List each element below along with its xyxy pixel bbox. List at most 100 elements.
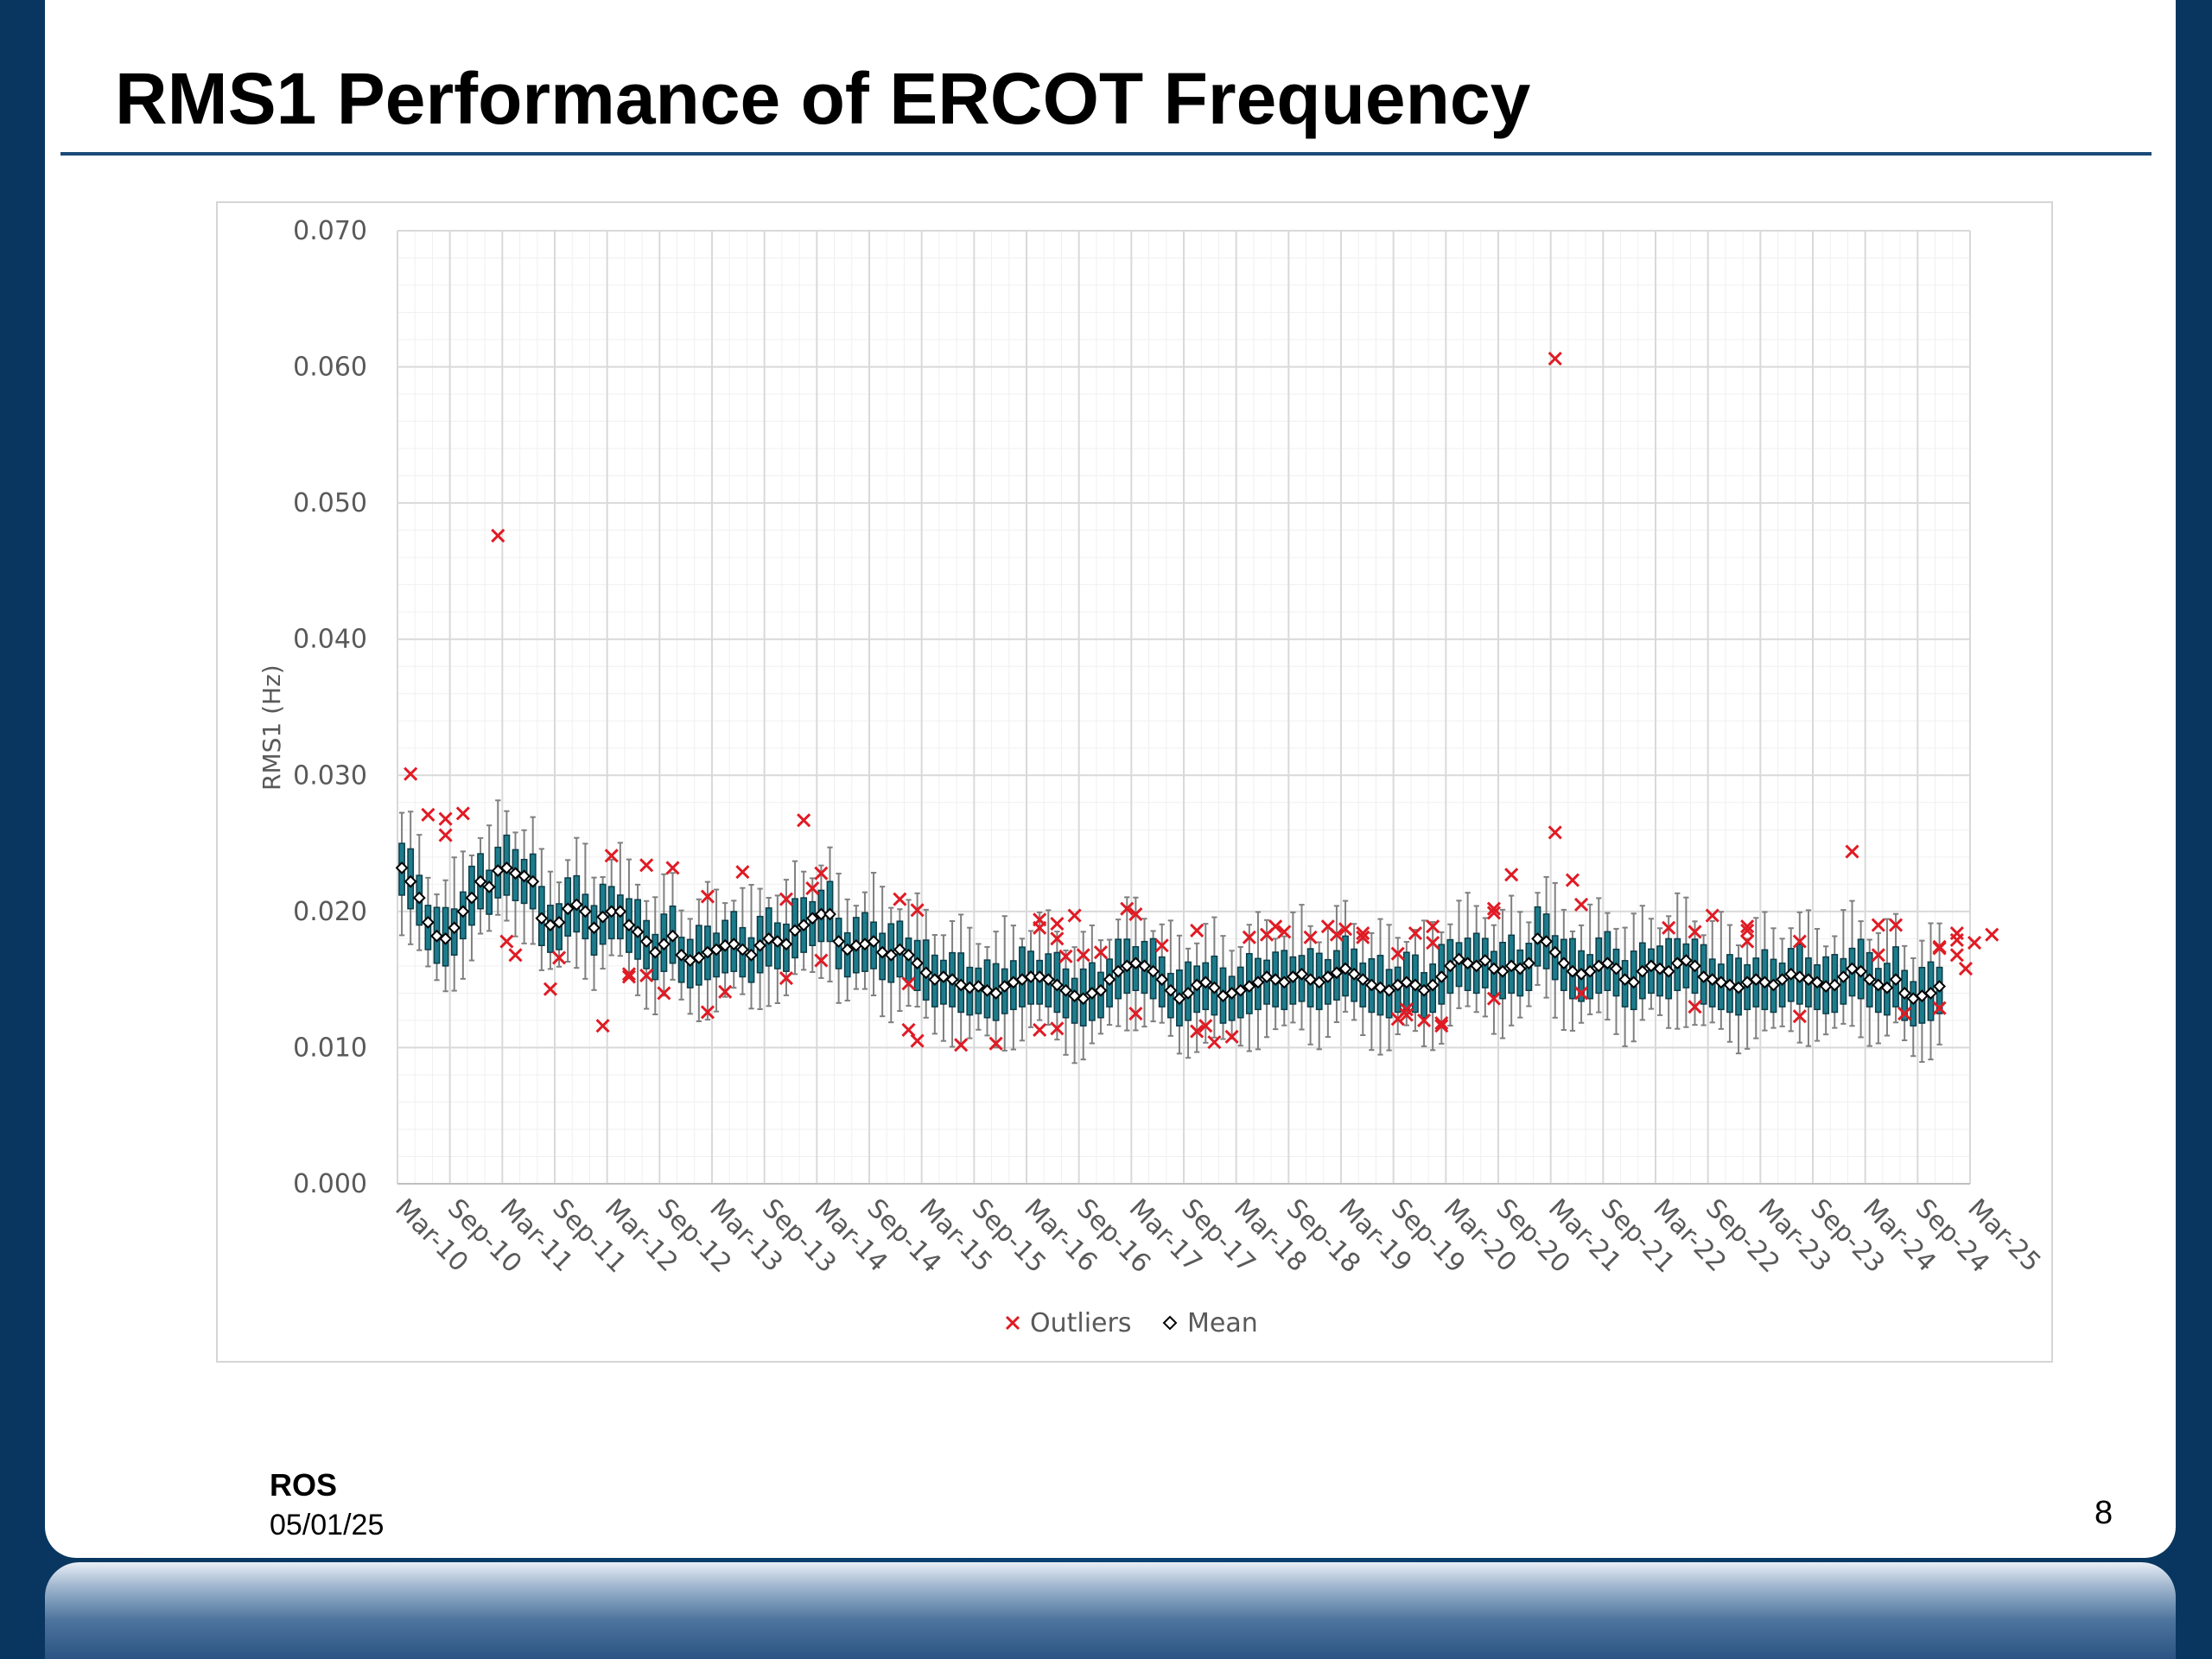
mean-marker	[735, 943, 749, 957]
outlier-marker	[1050, 931, 1065, 946]
y-tick-label: 0.050	[293, 488, 367, 518]
mean-marker	[596, 910, 610, 924]
mean-marker	[1854, 964, 1868, 978]
outlier-marker	[438, 811, 453, 826]
mean-marker	[421, 916, 435, 929]
mean-marker	[1540, 935, 1554, 948]
mean-marker	[1924, 986, 1937, 1000]
outlier-marker	[1268, 919, 1283, 934]
outlier-marker	[621, 967, 637, 982]
outlier-marker	[718, 984, 733, 999]
outlier-marker	[988, 1036, 1003, 1051]
outlier-marker	[1871, 948, 1885, 963]
mean-marker	[1059, 983, 1072, 997]
outlier-marker	[893, 892, 907, 906]
mean-marker	[1321, 970, 1335, 983]
page-number: 8	[2094, 1495, 2113, 1531]
mean-marker	[561, 902, 575, 916]
outlier-marker	[1740, 934, 1755, 949]
outlier-marker	[797, 813, 811, 828]
outlier-marker	[1662, 920, 1676, 935]
mean-marker	[745, 948, 758, 962]
outlier-marker	[639, 858, 654, 873]
outlier-marker	[1390, 946, 1405, 961]
outlier-marker	[1303, 930, 1318, 944]
outlier-marker	[735, 865, 750, 880]
mean-marker	[648, 945, 662, 959]
outlier-marker	[508, 948, 523, 963]
mean-marker	[1330, 966, 1344, 980]
outlier-marker	[551, 950, 567, 965]
mean-marker	[1147, 964, 1160, 978]
legend-mean-marker	[1162, 1315, 1178, 1331]
outlier-marker	[1154, 938, 1169, 953]
outlier-marker	[1932, 939, 1947, 954]
footer-date: 05/01/25	[270, 1509, 385, 1541]
legend-mean-label: Mean	[1187, 1308, 1258, 1338]
mean-marker	[1767, 978, 1780, 992]
mean-marker	[535, 912, 549, 925]
mean-marker	[448, 921, 461, 935]
mean-marker	[1155, 973, 1169, 987]
mean-marker	[1024, 970, 1038, 983]
mean-marker	[1600, 957, 1614, 970]
mean-marker	[945, 973, 959, 987]
mean-marker	[1827, 978, 1841, 992]
mean-marker	[1557, 957, 1571, 970]
mean-marker	[1452, 952, 1465, 966]
outlier-marker	[1573, 897, 1589, 912]
mean-marker	[1662, 964, 1675, 978]
mean-marker	[823, 907, 836, 921]
mean-marker	[657, 938, 671, 951]
outlier-marker	[1949, 948, 1964, 963]
legend-outliers-marker	[1005, 1315, 1020, 1331]
outlier-marker	[1688, 1000, 1702, 1014]
mean-marker	[1295, 967, 1308, 981]
outlier-marker	[1932, 1001, 1947, 1015]
outlier-marker	[814, 866, 829, 880]
mean-marker	[613, 905, 627, 918]
mean-marker	[1679, 954, 1693, 967]
mean-marker	[1426, 978, 1440, 992]
outlier-marker	[1050, 916, 1065, 931]
outlier-marker	[954, 1038, 969, 1052]
mean-marker	[1347, 967, 1361, 981]
mean-marker	[499, 861, 513, 874]
y-tick-label: 0.020	[293, 897, 367, 927]
outlier-marker	[1067, 908, 1082, 923]
mean-marker	[1627, 976, 1641, 989]
mean-marker	[482, 880, 496, 893]
outlier-marker	[543, 982, 558, 996]
mean-marker	[439, 931, 453, 945]
mean-marker	[797, 918, 810, 932]
outlier-marker	[700, 889, 715, 904]
mean-marker	[1417, 983, 1431, 997]
outlier-marker	[1356, 930, 1370, 944]
mean-marker	[465, 891, 479, 905]
mean-marker	[989, 986, 1003, 1000]
outlier-marker	[1740, 923, 1755, 938]
outlier-marker	[1093, 945, 1109, 960]
y-tick-label: 0.030	[293, 760, 367, 791]
outlier-marker	[779, 892, 794, 906]
outlier-marker	[1207, 1035, 1222, 1050]
mean-marker	[971, 980, 985, 993]
outlier-marker	[1033, 912, 1047, 927]
mean-marker	[1138, 959, 1151, 973]
mean-marker	[1688, 959, 1701, 973]
outlier-marker	[814, 953, 829, 968]
outlier-marker	[1958, 961, 1974, 976]
mean-marker	[779, 938, 793, 951]
outlier-marker	[901, 976, 916, 991]
mean-marker	[552, 916, 566, 929]
mean-marker	[1198, 976, 1212, 989]
outlier-marker	[1198, 1019, 1213, 1033]
mean-marker	[1313, 976, 1326, 989]
outlier-marker	[404, 766, 418, 781]
mean-marker	[1522, 957, 1535, 970]
outlier-marker	[1408, 926, 1423, 941]
mean-marker	[1164, 983, 1178, 997]
outlier-marker	[1688, 925, 1702, 939]
mean-marker	[1277, 976, 1291, 989]
outlier-marker	[1120, 901, 1135, 916]
